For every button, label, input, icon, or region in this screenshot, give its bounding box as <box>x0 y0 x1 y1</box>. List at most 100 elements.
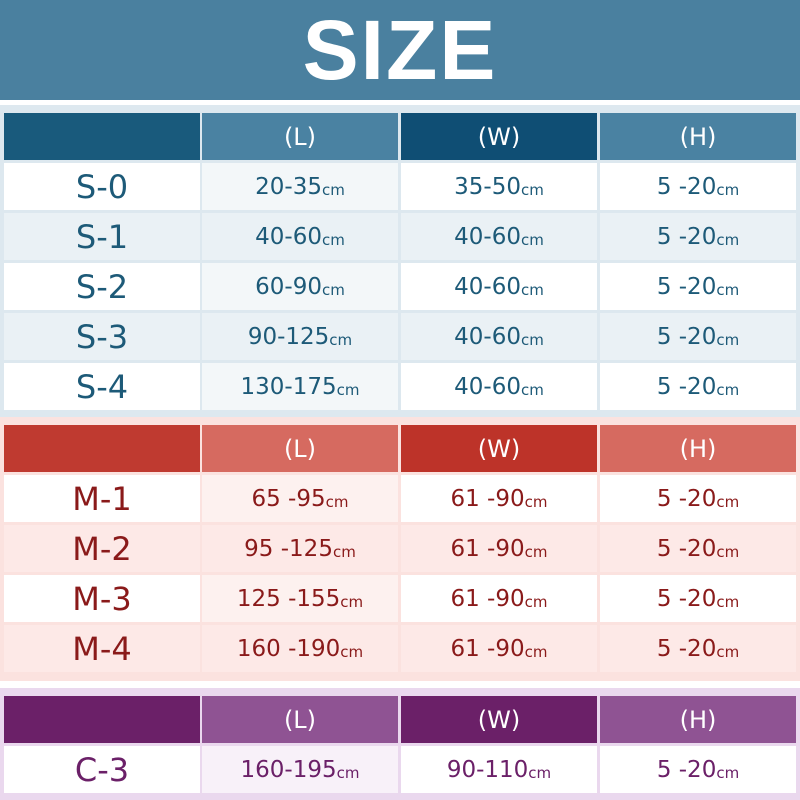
unit: cm <box>716 180 740 199</box>
title: SIZE <box>302 2 498 97</box>
range: 90-125 <box>247 323 330 350</box>
value-cell: 5 -20 cm <box>600 263 796 310</box>
row-label-cell: S-0 <box>4 163 200 210</box>
header-cell: (W) <box>401 113 597 160</box>
value-cell: 20-35 cm <box>202 163 398 210</box>
row-label: M-3 <box>72 579 132 618</box>
value-cell: 61 -90 cm <box>401 625 597 672</box>
value-cell: 61 -90 cm <box>401 575 597 622</box>
range: 5 -20 <box>656 223 717 250</box>
unit: cm <box>716 492 740 511</box>
range: 35-50 <box>454 173 521 200</box>
row-label-cell: M-3 <box>4 575 200 622</box>
row-label-cell: M-4 <box>4 625 200 672</box>
header-cell <box>4 425 200 472</box>
header-cell <box>4 113 200 160</box>
unit: cm <box>520 380 544 399</box>
unit: cm <box>524 542 548 561</box>
value-cell: 90-110 cm <box>401 746 597 793</box>
row-label-cell: C-3 <box>4 746 200 793</box>
header-cell: (H) <box>600 425 796 472</box>
range: 5 -20 <box>656 756 717 783</box>
range: 61 -90 <box>450 635 525 662</box>
unit: cm <box>340 642 364 661</box>
range: 40-60 <box>454 373 521 400</box>
header-label: (H) <box>679 705 717 734</box>
header-cell: (H) <box>600 696 796 743</box>
value-cell: 130-175 cm <box>202 363 398 410</box>
unit: cm <box>520 330 544 349</box>
unit: cm <box>520 280 544 299</box>
range: 40-60 <box>454 273 521 300</box>
unit: cm <box>336 763 360 782</box>
header-cell: (L) <box>202 425 398 472</box>
unit: cm <box>716 763 740 782</box>
unit: cm <box>528 763 552 782</box>
unit: cm <box>716 230 740 249</box>
header-cell: (W) <box>401 696 597 743</box>
header-cell: (L) <box>202 696 398 743</box>
value-cell: 5 -20 cm <box>600 213 796 260</box>
value-cell: 5 -20 cm <box>600 163 796 210</box>
range: 20-35 <box>255 173 322 200</box>
value-cell: 5 -20 cm <box>600 525 796 572</box>
range: 125 -155 <box>236 585 341 612</box>
unit: cm <box>520 180 544 199</box>
range: 5 -20 <box>656 373 717 400</box>
value-cell: 125 -155 cm <box>202 575 398 622</box>
unit: cm <box>321 180 345 199</box>
value-cell: 40-60 cm <box>401 363 597 410</box>
value-cell: 40-60 cm <box>202 213 398 260</box>
row-label-cell: M-2 <box>4 525 200 572</box>
range: 40-60 <box>255 223 322 250</box>
header-label: (L) <box>283 434 317 463</box>
range: 5 -20 <box>656 323 717 350</box>
range: 61 -90 <box>450 585 525 612</box>
value-cell: 95 -125 cm <box>202 525 398 572</box>
unit: cm <box>340 592 364 611</box>
range: 5 -20 <box>656 635 717 662</box>
range: 5 -20 <box>656 585 717 612</box>
row-label: S-1 <box>75 217 129 256</box>
header-label: (W) <box>477 122 521 151</box>
range: 5 -20 <box>656 173 717 200</box>
value-cell: 40-60 cm <box>401 313 597 360</box>
unit: cm <box>716 330 740 349</box>
unit: cm <box>332 542 356 561</box>
range: 130-175 <box>240 373 337 400</box>
range: 60-90 <box>255 273 322 300</box>
row-label: M-4 <box>72 629 132 668</box>
unit: cm <box>336 380 360 399</box>
value-cell: 65 -95 cm <box>202 475 398 522</box>
range: 40-60 <box>454 223 521 250</box>
value-cell: 5 -20 cm <box>600 363 796 410</box>
header-label: (L) <box>283 122 317 151</box>
unit: cm <box>325 492 349 511</box>
row-label: S-4 <box>75 367 129 406</box>
header-label: (H) <box>679 434 717 463</box>
range: 5 -20 <box>656 535 717 562</box>
range: 95 -125 <box>244 535 333 562</box>
range: 61 -90 <box>450 535 525 562</box>
unit: cm <box>716 280 740 299</box>
row-label-cell: S-4 <box>4 363 200 410</box>
range: 40-60 <box>454 323 521 350</box>
value-cell: 5 -20 cm <box>600 746 796 793</box>
range: 65 -95 <box>251 485 326 512</box>
header-cell: (H) <box>600 113 796 160</box>
unit: cm <box>716 542 740 561</box>
value-cell: 40-60 cm <box>401 213 597 260</box>
range: 61 -90 <box>450 485 525 512</box>
row-label-cell: S-2 <box>4 263 200 310</box>
range: 160-195 <box>240 756 337 783</box>
title-bar: SIZE <box>0 0 800 100</box>
value-cell: 90-125 cm <box>202 313 398 360</box>
header-cell: (W) <box>401 425 597 472</box>
unit: cm <box>524 592 548 611</box>
value-cell: 160-195 cm <box>202 746 398 793</box>
header-label: (L) <box>283 705 317 734</box>
value-cell: 60-90 cm <box>202 263 398 310</box>
row-label: S-3 <box>75 317 129 356</box>
unit: cm <box>716 592 740 611</box>
